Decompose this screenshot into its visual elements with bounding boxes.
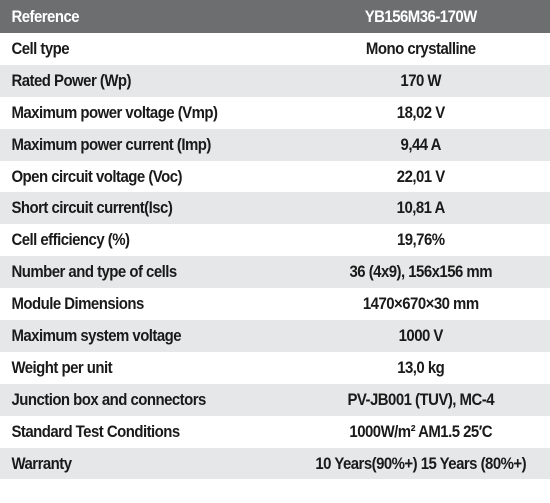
row-value: 1000 V [398,325,444,345]
row-label: Cell efficiency (%) [11,230,130,250]
row-value: 22,01 V [396,166,445,186]
row-label: Module Dimensions [11,294,144,314]
table-row: Junction box and connectors PV-JB001 (TU… [0,383,550,416]
row-value: 1000W/m² AM1.5 25′C [349,421,493,441]
row-value: Mono crystalline [365,38,476,58]
table-row: Cell type Mono crystalline [0,33,550,65]
row-label: Standard Test Conditions [11,421,180,441]
row-value: 170 W [400,70,442,90]
row-label: Rated Power (Wp) [11,70,131,90]
row-value: 36 (4x9), 156x156 mm [349,262,493,282]
table-row: Short circuit current(Isc) 10,81 A [0,192,550,225]
table-header-row: Reference YB156M36-170W [0,0,550,33]
table-row: Maximum power voltage (Vmp) 18,02 V [0,96,550,129]
row-label: Number and type of cells [11,262,177,282]
row-value: 10,81 A [396,198,446,218]
table-row: Cell efficiency (%) 19,76% [0,224,550,257]
row-value: 10 Years(90%+) 15 Years (80%+) [315,453,527,473]
row-value: 9,44 A [400,134,442,154]
table-row: Standard Test Conditions 1000W/m² AM1.5 … [0,415,550,448]
header-label: Reference [11,6,80,26]
row-value: PV-JB001 (TUV), MC-4 [347,389,495,409]
row-label: Junction box and connectors [11,389,206,409]
row-value: 18,02 V [396,102,445,122]
table-row: Maximum power current (Imp) 9,44 A [0,128,550,161]
table-row: Maximum system voltage 1000 V [0,320,550,352]
row-label: Maximum power current (Imp) [11,134,211,154]
table-row: Module Dimensions 1470×670×30 mm [0,288,550,321]
table-row: Rated Power (Wp) 170 W [0,64,550,97]
row-label: Short circuit current(Isc) [11,198,173,218]
table-row: Open circuit voltage (Voc) 22,01 V [0,160,550,193]
row-value: 19,76% [396,230,445,250]
table-row: Warranty 10 Years(90%+) 15 Years (80%+) [0,447,550,480]
row-label: Weight per unit [11,357,113,377]
row-label: Maximum system voltage [11,325,182,345]
row-label: Cell type [11,38,70,58]
table-row: Weight per unit 13,0 kg [0,351,550,384]
header-value: YB156M36-170W [364,6,478,26]
row-label: Maximum power voltage (Vmp) [11,102,218,122]
table-row: Number and type of cells 36 (4x9), 156x1… [0,256,550,289]
row-value: 1470×670×30 mm [362,294,479,314]
row-label: Warranty [11,453,72,473]
row-label: Open circuit voltage (Voc) [11,166,182,186]
row-value: 13,0 kg [397,357,445,377]
